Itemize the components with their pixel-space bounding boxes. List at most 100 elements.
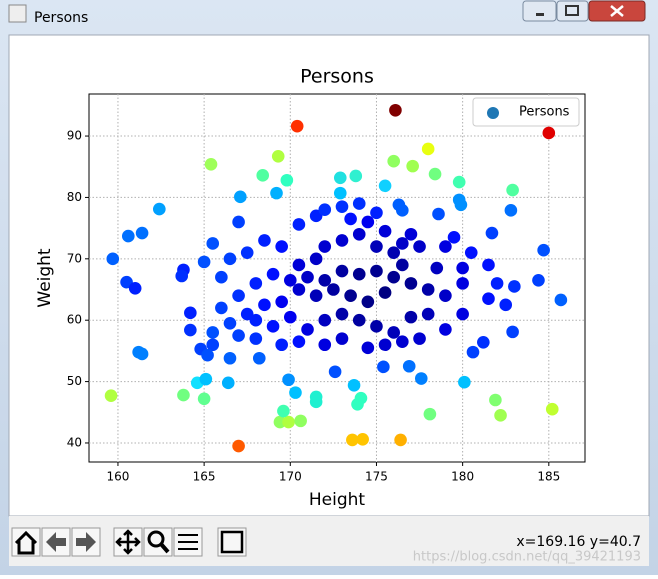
scatter-point [256, 169, 270, 182]
scatter-point [184, 323, 197, 337]
scatter-point [232, 215, 245, 229]
scatter-point [489, 393, 502, 407]
maximize-icon [565, 5, 579, 16]
scatter-point [387, 326, 401, 339]
scatter-point [333, 186, 347, 200]
window-title: Persons [34, 10, 88, 26]
save-icon [220, 530, 244, 554]
scatter-point [282, 373, 295, 387]
scatter-point [454, 198, 468, 212]
scatter-point [275, 240, 288, 253]
scatter-point [432, 207, 445, 221]
scatter-point [294, 414, 307, 428]
maximize-button[interactable] [556, 0, 589, 22]
y-tick-label: 50 [67, 374, 82, 388]
scatter-point [506, 183, 519, 197]
scatter-point [428, 167, 442, 181]
scatter-point [301, 323, 314, 336]
scatter-point [177, 388, 190, 402]
scatter-point [184, 306, 197, 320]
scatter-point [335, 234, 349, 247]
scatter-point [275, 295, 288, 309]
scatter-point [290, 119, 304, 133]
pan-icon [115, 529, 141, 555]
scatter-point [197, 255, 211, 269]
scatter-point [477, 336, 490, 349]
scatter-point [458, 375, 471, 389]
x-tick-label: 185 [537, 470, 560, 484]
x-tick-label: 170 [279, 470, 302, 484]
status-text: x=169.16 y=40.7 [516, 534, 641, 550]
legend-marker [487, 107, 499, 119]
scatter-point [370, 264, 383, 278]
scatter-point [280, 173, 294, 187]
scatter-point [447, 231, 461, 244]
scatter-point [270, 186, 283, 200]
scatter-point [266, 320, 280, 333]
window-controls[interactable] [522, 0, 646, 22]
scatter-point [508, 280, 521, 293]
y-tick-label: 60 [67, 313, 82, 327]
scatter-point [387, 246, 401, 259]
y-tick-label: 90 [67, 129, 82, 143]
legend-box [472, 97, 580, 127]
scatter-point [349, 169, 363, 183]
scatter-point [197, 392, 211, 406]
scatter-point [439, 240, 452, 253]
scatter-point [421, 283, 435, 296]
scatter-point [352, 227, 366, 241]
scatter-point [346, 433, 359, 447]
scatter-point [387, 154, 401, 168]
close-icon [610, 5, 624, 17]
scatter-point [234, 190, 247, 204]
scatter-point [537, 243, 550, 257]
scatter-point [504, 204, 518, 217]
scatter-point [175, 269, 189, 283]
scatter-point [199, 372, 213, 386]
scatter-point [402, 359, 416, 373]
scatter-point [292, 258, 306, 272]
scatter-point [378, 286, 392, 299]
scatter-point [414, 372, 428, 385]
scatter-point [421, 142, 435, 156]
back-icon [46, 532, 66, 552]
y-tick-label: 80 [67, 190, 82, 204]
scatter-point [206, 237, 220, 250]
toolbar-buttons [11, 527, 247, 557]
scatter-point [421, 307, 435, 321]
scatter-point [378, 179, 392, 193]
scatter-point [389, 103, 402, 117]
scatter-point [283, 310, 297, 324]
scatter-point [240, 246, 254, 259]
home-icon [14, 530, 38, 555]
zoom-handle [159, 542, 170, 554]
scatter-point [309, 252, 323, 266]
scatter-point [301, 270, 314, 284]
scatter-point [361, 295, 375, 309]
scatter-point [232, 439, 245, 453]
scatter-point [485, 226, 499, 240]
scatter-point [361, 341, 375, 355]
scatter-point [328, 365, 342, 379]
scatter-point [292, 335, 306, 348]
scatter-point [464, 246, 478, 259]
scatter-point [347, 378, 361, 392]
scatter-point [266, 267, 280, 281]
scatter-point [289, 386, 302, 399]
scatter-point [356, 432, 369, 446]
scatter-point [318, 274, 332, 287]
scatter-point [554, 293, 568, 307]
scatter-point [370, 240, 383, 253]
scatter-point [413, 332, 426, 345]
x-tick-label: 175 [365, 470, 388, 484]
minimize-button[interactable] [522, 0, 557, 22]
scatter-point [252, 351, 266, 365]
plot-area [88, 93, 586, 463]
scatter-point [283, 274, 297, 287]
scatter-point [258, 234, 271, 247]
scatter-point [344, 212, 357, 226]
scatter-point [387, 270, 401, 284]
scatter-point [249, 277, 263, 290]
scatter-point [275, 338, 288, 352]
x-axis-label: Height [309, 490, 366, 510]
